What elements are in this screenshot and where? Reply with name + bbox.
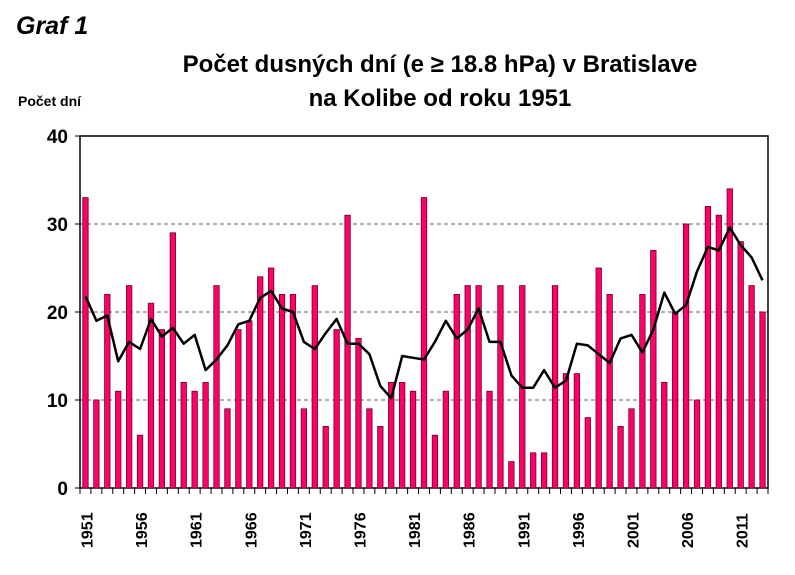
y-tick-label: 10 bbox=[47, 391, 68, 412]
bar bbox=[147, 302, 155, 489]
bar bbox=[682, 223, 690, 489]
bar bbox=[300, 408, 308, 489]
chart-title-line2: na Kolibe od roku 1951 bbox=[308, 85, 572, 112]
x-tick-label: 1961 bbox=[189, 512, 206, 548]
x-tick-label: 1981 bbox=[407, 512, 424, 548]
bar bbox=[639, 293, 646, 489]
x-tick-label: 1991 bbox=[516, 512, 533, 548]
bar bbox=[191, 390, 198, 489]
bar bbox=[344, 214, 351, 489]
bar bbox=[442, 390, 449, 489]
y-axis-label: Počet dní bbox=[18, 93, 82, 109]
bar bbox=[278, 293, 286, 489]
bar bbox=[213, 285, 220, 489]
bar bbox=[377, 425, 384, 489]
bar bbox=[202, 381, 209, 489]
bar bbox=[267, 267, 275, 489]
y-tick-label: 40 bbox=[47, 127, 68, 148]
x-tick-label: 1996 bbox=[571, 512, 588, 548]
bar bbox=[126, 285, 133, 489]
x-tick-label: 1976 bbox=[352, 512, 369, 548]
chart-title-line1: Počet dusných dní (e ≥ 18.8 hPa) v Brati… bbox=[182, 51, 698, 78]
bar bbox=[704, 205, 712, 489]
bar bbox=[180, 381, 187, 489]
bar bbox=[115, 390, 122, 489]
bar bbox=[486, 390, 493, 489]
bar bbox=[366, 408, 373, 489]
bar bbox=[628, 408, 635, 489]
x-tick-label: 1971 bbox=[298, 512, 315, 548]
bar bbox=[453, 293, 460, 489]
bar bbox=[530, 452, 537, 489]
bar bbox=[158, 329, 166, 489]
bar bbox=[497, 285, 504, 489]
bar bbox=[737, 241, 744, 489]
bar bbox=[464, 285, 471, 489]
bar bbox=[355, 337, 362, 489]
bar bbox=[136, 434, 144, 489]
bar bbox=[235, 329, 242, 489]
bar bbox=[104, 293, 111, 489]
bar bbox=[289, 293, 297, 489]
bar bbox=[595, 267, 602, 489]
bar bbox=[257, 276, 264, 489]
bar bbox=[169, 232, 176, 489]
bar bbox=[82, 197, 89, 489]
x-tick-label: 1956 bbox=[134, 512, 151, 548]
bar bbox=[322, 425, 329, 489]
bar bbox=[420, 197, 428, 489]
bar bbox=[759, 311, 766, 489]
bar bbox=[388, 381, 395, 489]
bar bbox=[93, 399, 100, 489]
bar bbox=[715, 214, 722, 489]
bar bbox=[246, 320, 253, 489]
x-tick-label: 2006 bbox=[680, 512, 697, 548]
bar bbox=[748, 285, 755, 489]
bar bbox=[661, 381, 668, 489]
bar bbox=[584, 417, 591, 489]
bar bbox=[672, 311, 679, 489]
y-tick-label: 20 bbox=[47, 303, 68, 324]
y-tick-label: 30 bbox=[47, 215, 68, 236]
chart-title: Počet dusných dní (e ≥ 18.8 hPa) v Brati… bbox=[120, 48, 760, 116]
bar bbox=[693, 399, 701, 489]
x-tick-label: 2011 bbox=[735, 513, 752, 548]
bar bbox=[475, 285, 482, 489]
bar bbox=[573, 373, 581, 489]
x-tick-label: 1966 bbox=[243, 512, 260, 548]
bar bbox=[399, 381, 406, 489]
bar bbox=[540, 452, 548, 489]
bar bbox=[311, 285, 318, 489]
graph-number-label: Graf 1 bbox=[16, 12, 89, 40]
bar bbox=[431, 434, 439, 489]
bar bbox=[508, 461, 515, 489]
x-tick-label: 2001 bbox=[625, 512, 642, 548]
x-tick-label: 1951 bbox=[79, 512, 96, 548]
moving-average-line bbox=[84, 226, 764, 400]
bar bbox=[606, 293, 613, 489]
bar bbox=[409, 390, 417, 489]
x-tick-label: 1986 bbox=[462, 512, 479, 548]
y-tick-label: 0 bbox=[57, 479, 68, 500]
bar bbox=[650, 249, 657, 489]
bar bbox=[562, 373, 570, 489]
bar bbox=[726, 188, 733, 489]
bar bbox=[333, 329, 340, 489]
bar bbox=[224, 408, 231, 489]
bar bbox=[617, 425, 624, 489]
